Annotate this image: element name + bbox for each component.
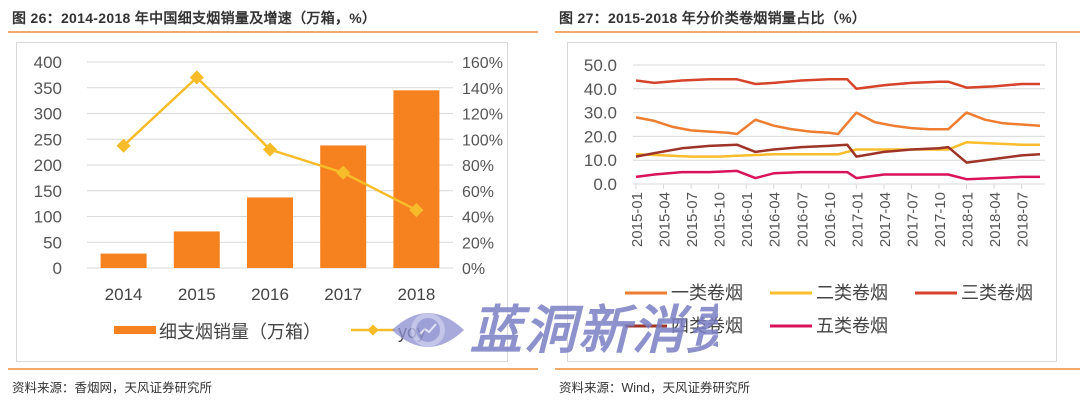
left-chart: 0 0% 50 20% 100 40% 150 60% 200 80% 250 100% 300 120%…: [34, 53, 503, 342]
y-axis-tick-label: 150: [34, 182, 62, 201]
y-axis-tick-label: 300: [34, 105, 62, 124]
left-figure-title: 图 26：2014-2018 年中国细支烟销量及增速（万箱，%）: [12, 10, 377, 26]
legend-line-label: yoy: [398, 322, 426, 342]
legend-label-4: 四类卷烟: [671, 316, 743, 336]
series-line-1: [635, 111, 1041, 136]
legend-line-marker: [367, 324, 379, 336]
y2-axis-tick-label: 120%: [462, 107, 503, 124]
series-line-4: [635, 143, 1041, 164]
y-axis-tick-label: 0.0: [593, 175, 617, 194]
bar-2016: [247, 197, 293, 268]
y2-axis-tick-label: 140%: [462, 81, 503, 98]
x-axis-tick-label: 2017-07: [904, 192, 921, 247]
series-line-5: [635, 169, 1040, 181]
title-divider: [555, 31, 1080, 33]
x-axis-tick-label: 2015-01: [629, 192, 646, 247]
legend-label-2: 二类卷烟: [816, 283, 888, 303]
x-axis-tick-label: 2015-04: [657, 192, 674, 247]
y-axis-tick-label: 50.0: [584, 56, 617, 75]
right-figure-title: 图 27：2015-2018 年分价类卷烟销量占比（%）: [559, 10, 867, 26]
y-axis-tick-label: 40.0: [584, 80, 617, 99]
y2-axis-tick-label: 80%: [462, 158, 494, 175]
y-axis-tick-label: 10.0: [584, 151, 617, 170]
y-axis-tick-label: 350: [34, 79, 62, 98]
x-axis-tick-label: 2015-07: [684, 192, 701, 247]
bar-2018: [393, 90, 440, 268]
x-axis-tick-label: 2014: [105, 285, 143, 304]
legend-label-1: 一类卷烟: [671, 283, 743, 303]
y2-axis-tick-label: 20%: [462, 235, 494, 252]
legend-bar-swatch: [114, 326, 156, 334]
x-axis-tick-label: 2017-01: [849, 192, 866, 247]
y2-axis-tick-label: 0%: [462, 261, 485, 278]
y-axis-tick-label: 0: [53, 259, 62, 278]
legend-label-5: 五类卷烟: [816, 316, 888, 336]
y2-axis-tick-label: 160%: [462, 55, 503, 72]
x-axis-tick-label: 2016-10: [822, 192, 839, 247]
y-axis-tick-label: 200: [34, 156, 62, 175]
bar-2014: [100, 253, 147, 268]
x-axis-tick-label: 2016-07: [794, 192, 811, 247]
x-axis-tick-label: 2016-01: [739, 192, 756, 247]
right-figure-panel: 图 27：2015-2018 年分价类卷烟销量占比（%） 0.0 10.0 20.0…: [555, 0, 1080, 406]
bar-2015: [173, 231, 220, 268]
y-axis-tick-label: 400: [34, 53, 62, 72]
x-axis-tick-label: 2018-01: [960, 192, 977, 247]
y2-axis-tick-label: 60%: [462, 184, 494, 201]
left-source-note: 资料来源：香烟网，天风证券研究所: [12, 381, 213, 395]
legend-bar-label: 细支烟销量（万箱）: [159, 322, 321, 342]
y-axis-tick-label: 20.0: [584, 127, 617, 146]
y-axis-tick-label: 30.0: [584, 104, 617, 123]
yoy-marker: [336, 165, 351, 180]
title-divider: [8, 31, 538, 33]
x-axis-tick-label: 2018: [397, 285, 435, 304]
x-axis-tick-label: 2018-07: [1015, 192, 1032, 247]
right-source-note: 资料来源：Wind，天风证券研究所: [559, 381, 750, 395]
x-axis-tick-label: 2015-10: [712, 192, 729, 247]
y-axis-tick-label: 100: [34, 208, 62, 227]
right-chart-frame: [567, 42, 1057, 362]
x-axis-tick-label: 2015: [178, 285, 216, 304]
right-chart: 0.0 10.0 20.0 30.0 40.0 50.0 2015-01 2015-04 201…: [584, 56, 1045, 336]
x-axis-tick-label: 2016-04: [767, 192, 784, 247]
x-axis-tick-label: 2017: [324, 285, 362, 304]
y-axis-tick-label: 250: [34, 130, 62, 149]
bar-2017: [320, 145, 367, 268]
yoy-marker: [409, 202, 424, 218]
source-divider: [555, 368, 1080, 370]
y-axis-tick-label: 50: [43, 233, 62, 252]
x-axis-tick-label: 2018-04: [987, 192, 1004, 247]
y2-axis-tick-label: 100%: [462, 132, 503, 149]
series-line-2: [635, 141, 1040, 158]
y2-axis-tick-label: 40%: [462, 210, 494, 227]
yoy-marker: [262, 142, 278, 157]
series-line-3: [635, 78, 1040, 91]
left-figure-panel: 图 26：2014-2018 年中国细支烟销量及增速（万箱，%） 0 0% 50 20…: [8, 0, 538, 406]
legend-label-3: 三类卷烟: [961, 283, 1033, 303]
x-axis-tick-label: 2017-10: [932, 192, 949, 247]
x-axis-tick-label: 2017-04: [877, 192, 894, 247]
source-divider: [8, 368, 538, 370]
x-axis-tick-label: 2016: [251, 285, 289, 304]
